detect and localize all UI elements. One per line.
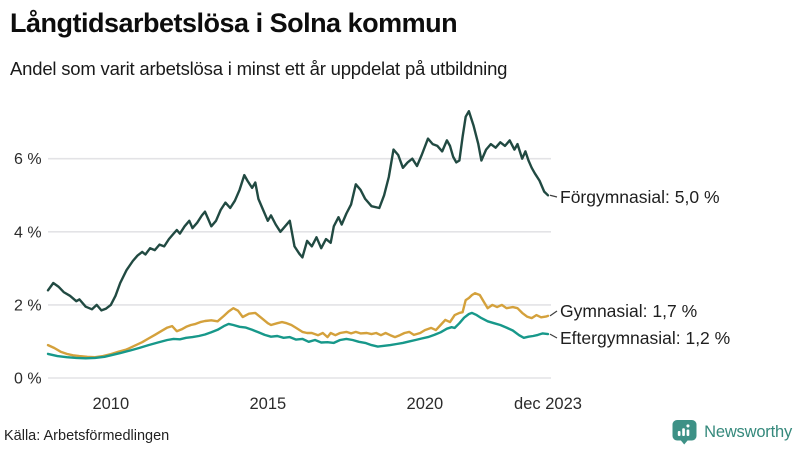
x-axis-tick-label: dec 2023: [514, 395, 582, 413]
series-end-label-eftergymnasial: Eftergymnasial: 1,2 %: [560, 328, 730, 348]
newsworthy-logo: Newsworthy: [672, 419, 792, 445]
newsworthy-wordmark: Newsworthy: [704, 422, 792, 441]
series-label-connector: [549, 310, 558, 317]
series-line-gymnasial: [46, 292, 550, 359]
source-note: Källa: Arbetsförmedlingen: [4, 428, 170, 444]
series-label-connector: [549, 194, 558, 198]
x-axis-tick-label: 2015: [249, 395, 286, 413]
series-end-label-gymnasial: Gymnasial: 1,7 %: [560, 301, 697, 321]
chart-subtitle: Andel som varit arbetslösa i minst ett å…: [10, 58, 508, 79]
x-axis-tick-label: 2020: [407, 395, 444, 413]
series-line-forgymnasial: [46, 109, 550, 312]
y-axis-tick-label: 4 %: [14, 224, 42, 241]
newsworthy-bar-chart-bubble-icon: [672, 420, 697, 445]
chart-title: Långtidsarbetslösa i Solna kommun: [10, 8, 458, 38]
y-axis-tick-label: 2 %: [14, 297, 42, 314]
y-axis-tick-label: 0 %: [14, 371, 42, 388]
series-label-connector: [549, 333, 558, 339]
y-axis-tick-label: 6 %: [14, 151, 42, 168]
x-axis-tick-label: 2010: [92, 395, 129, 413]
series-end-label-forgymnasial: Förgymnasial: 5,0 %: [560, 187, 720, 207]
series-line-eftergymnasial: [46, 311, 550, 360]
